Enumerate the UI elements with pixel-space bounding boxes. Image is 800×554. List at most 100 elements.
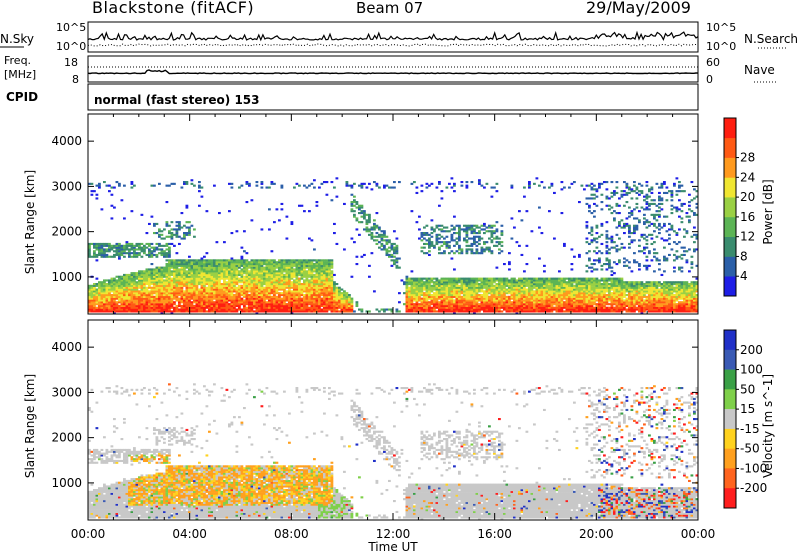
heatmap-cell: [195, 261, 199, 264]
heatmap-cell: [208, 283, 211, 286]
heatmap-cell: [215, 301, 219, 304]
heatmap-cell: [93, 301, 96, 304]
heatmap-cell: [440, 235, 444, 238]
heatmap-cell: [125, 279, 129, 282]
heatmap-cell: [453, 290, 456, 293]
heatmap-cell: [280, 310, 284, 313]
heatmap-cell: [548, 283, 551, 286]
heatmap-cell: [338, 295, 341, 298]
heatmap-cell: [523, 281, 526, 284]
heatmap-cell: [363, 182, 366, 185]
heatmap-cell: [530, 297, 534, 300]
heatmap-cell: [583, 277, 586, 280]
heatmap-cell: [358, 204, 361, 207]
heatmap-cell: [488, 301, 491, 304]
heatmap-cell: [320, 272, 324, 275]
heatmap-cell: [108, 242, 111, 246]
heatmap-cell: [248, 306, 251, 309]
heatmap-cell: [265, 294, 269, 297]
heatmap-cell: [110, 186, 114, 189]
heatmap-cell: [515, 294, 519, 297]
heatmap-cell: [543, 186, 546, 189]
heatmap-cell: [250, 308, 254, 311]
heatmap-cell: [245, 270, 249, 273]
heatmap-cell: [320, 281, 324, 284]
heatmap-cell: [88, 303, 91, 306]
heatmap-cell: [293, 290, 296, 293]
heatmap-cell: [225, 286, 229, 289]
heatmap-cell: [255, 279, 259, 282]
heatmap-cell: [278, 219, 281, 222]
heatmap-cell: [165, 306, 169, 309]
heatmap-cell: [340, 304, 344, 308]
heatmap-cell: [190, 304, 194, 308]
heatmap-cell: [268, 310, 271, 313]
heatmap-cell: [170, 284, 174, 287]
heatmap-cell: [103, 303, 106, 306]
heatmap-cell: [523, 310, 526, 313]
heatmap-cell: [540, 310, 544, 313]
heatmap-cell: [155, 297, 159, 300]
heatmap-cell: [230, 264, 234, 267]
heatmap-cell: [208, 304, 211, 308]
heatmap-cell: [563, 294, 566, 297]
heatmap-cell: [283, 263, 286, 266]
heatmap-cell: [318, 264, 321, 267]
heatmap-cell: [583, 295, 586, 298]
heatmap-cell: [278, 294, 281, 297]
heatmap-cell: [353, 201, 356, 204]
heatmap-cell: [238, 297, 241, 300]
heatmap-cell: [213, 295, 216, 298]
heatmap-cell: [178, 259, 181, 262]
heatmap-cell: [113, 299, 116, 302]
heatmap-cell: [168, 283, 171, 286]
heatmap-cell: [303, 299, 306, 302]
heatmap-cell: [418, 215, 421, 218]
heatmap-cell: [310, 295, 314, 298]
heatmap-cell: [298, 304, 301, 308]
heatmap-cell: [530, 294, 534, 297]
heatmap-cell: [218, 270, 221, 273]
heatmap-cell: [538, 257, 541, 260]
heatmap-cell: [120, 286, 124, 289]
heatmap-cell: [223, 264, 226, 267]
heatmap-cell: [383, 235, 386, 238]
heatmap-cell: [265, 273, 269, 277]
heatmap-cell: [270, 273, 274, 277]
heatmap-cell: [510, 184, 514, 187]
heatmap-cell: [433, 246, 436, 249]
heatmap-cell: [570, 182, 574, 185]
heatmap-cell: [280, 261, 284, 264]
heatmap-cell: [460, 308, 464, 311]
heatmap-cell: [110, 279, 114, 282]
heatmap-cell: [418, 284, 421, 287]
heatmap-cell: [568, 279, 571, 282]
heatmap-cell: [428, 304, 431, 308]
heatmap-cell: [355, 255, 359, 258]
heatmap-cell: [150, 294, 154, 297]
heatmap-cell: [448, 252, 451, 255]
heatmap-cell: [443, 303, 446, 306]
heatmap-cell: [543, 279, 546, 282]
heatmap-cell: [323, 306, 326, 309]
heatmap-cell: [468, 290, 471, 293]
heatmap-cell: [350, 237, 354, 240]
heatmap-cell: [88, 297, 91, 300]
heatmap-cell: [313, 266, 316, 269]
heatmap-cell: [373, 226, 376, 229]
heatmap-cell: [553, 308, 556, 311]
heatmap-cell: [303, 184, 306, 187]
heatmap-cell: [425, 290, 429, 293]
heatmap-cell: [273, 308, 276, 311]
heatmap-cell: [510, 294, 514, 297]
heatmap-cell: [405, 283, 409, 286]
heatmap-cell: [123, 248, 126, 251]
heatmap-cell: [305, 299, 309, 302]
heatmap-cell: [358, 184, 361, 187]
heatmap-cell: [115, 248, 119, 251]
heatmap-cell: [245, 266, 249, 269]
heatmap-cell: [140, 290, 144, 293]
heatmap-cell: [145, 292, 149, 295]
heatmap-cell: [120, 288, 124, 291]
heatmap-cell: [498, 308, 501, 311]
